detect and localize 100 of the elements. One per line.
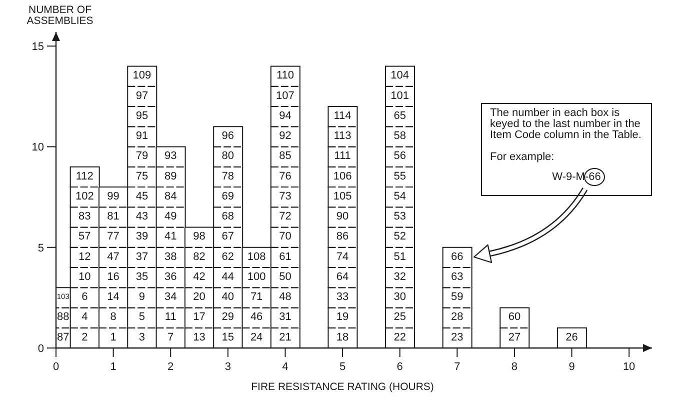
- annotation: 108: [247, 250, 266, 263]
- annotation: 83: [78, 210, 91, 223]
- annotation: 11: [164, 311, 176, 324]
- annotation: 62: [222, 250, 234, 263]
- annotation: 42: [193, 270, 206, 283]
- annotation: 100: [247, 270, 266, 283]
- x-tick-label: 3: [224, 360, 231, 373]
- annotation: 96: [222, 130, 234, 142]
- annotation: 70: [279, 230, 292, 243]
- annotation: 99: [107, 190, 120, 202]
- annotation: 50: [279, 270, 292, 283]
- annotation: 45: [136, 190, 148, 202]
- annotation: 60: [508, 311, 521, 324]
- annotation: 32: [394, 270, 406, 283]
- annotation: For example:: [490, 151, 556, 163]
- annotation: 48: [279, 291, 292, 304]
- annotation: 36: [164, 270, 177, 283]
- annotation: 111: [334, 150, 351, 162]
- annotation: 87: [57, 331, 70, 344]
- annotation: 2: [82, 331, 88, 344]
- x-tick-label: 7: [454, 360, 460, 373]
- annotation: 75: [136, 170, 148, 182]
- annotation: 77: [107, 230, 120, 243]
- annotation: 27: [508, 331, 521, 344]
- annotation: 104: [390, 70, 410, 82]
- annotation: 18: [336, 331, 349, 344]
- annotation: 23: [451, 331, 464, 344]
- annotation: W-9-M-66: [552, 171, 601, 183]
- x-tick-label: 5: [339, 360, 346, 373]
- x-axis-title: FIRE RESISTANCE RATING (HOURS): [250, 381, 435, 393]
- annotation: 97: [136, 90, 148, 102]
- annotation: 38: [164, 250, 177, 263]
- annotation: 73: [279, 190, 292, 202]
- annotation: 28: [451, 311, 464, 324]
- annotation: 39: [136, 230, 148, 243]
- annotation: 37: [136, 250, 148, 263]
- annotation: 67: [222, 230, 234, 243]
- annotation: 110: [276, 70, 294, 82]
- annotation: 84: [164, 190, 177, 202]
- annotation: 49: [164, 210, 177, 223]
- annotation: 13: [193, 331, 206, 344]
- annotation: 91: [136, 130, 148, 142]
- annotation: 30: [394, 291, 406, 304]
- annotation: 44: [222, 270, 234, 283]
- annotation: 66: [451, 250, 464, 263]
- annotation: 89: [164, 170, 177, 182]
- annotation: 41: [164, 230, 177, 243]
- annotation: 98: [193, 230, 206, 243]
- annotation: 109: [132, 70, 152, 82]
- annotation: 21: [279, 331, 292, 344]
- annotation: 64: [336, 270, 349, 283]
- annotation: 40: [222, 291, 234, 304]
- x-tick-label: 10: [622, 360, 636, 373]
- annotation: 1: [110, 331, 116, 344]
- annotation: 26: [566, 331, 578, 344]
- annotation: 94: [279, 110, 292, 122]
- annotation: 80: [222, 150, 234, 162]
- annotation: 107: [276, 90, 294, 102]
- annotation: 22: [394, 331, 406, 344]
- annotation: 57: [78, 230, 91, 243]
- annotation: 31: [279, 311, 292, 324]
- x-tick-label: 8: [511, 360, 518, 373]
- annotation: 8: [110, 311, 116, 324]
- annotation: 19: [336, 311, 349, 324]
- annotation: 54: [394, 190, 406, 202]
- annotation: 105: [333, 190, 352, 202]
- annotation: 92: [279, 130, 292, 142]
- annotation: 12: [78, 250, 91, 263]
- annotation: 86: [336, 230, 349, 243]
- annotation: 33: [336, 291, 349, 304]
- annotation: 58: [394, 130, 406, 142]
- x-tick-label: 4: [282, 360, 288, 373]
- annotation: 101: [390, 90, 410, 102]
- annotation: 65: [394, 110, 406, 122]
- x-tick-label: 9: [568, 360, 575, 373]
- annotation: 55: [394, 170, 406, 182]
- annotation: 59: [451, 291, 464, 304]
- annotation: 4: [82, 311, 88, 324]
- annotation: 5: [138, 311, 146, 324]
- annotation: 46: [250, 311, 263, 324]
- annotation: 20: [193, 291, 206, 304]
- annotation: 102: [75, 190, 94, 202]
- annotation: 6: [82, 291, 88, 304]
- annotation: 52: [394, 230, 406, 243]
- annotation: 106: [333, 170, 352, 182]
- y-tick-label: 15: [32, 40, 44, 53]
- annotation: 16: [107, 270, 120, 283]
- annotation: 95: [136, 110, 148, 122]
- annotation: 56: [394, 150, 406, 162]
- annotation: 93: [164, 150, 177, 162]
- annotation: 112: [76, 170, 94, 182]
- annotation: 71: [250, 291, 263, 304]
- annotation: 63: [451, 270, 464, 283]
- y-tick-label: 5: [38, 242, 44, 254]
- annotation: 53: [394, 210, 406, 223]
- annotation: 25: [394, 311, 406, 324]
- annotation: 10: [78, 270, 91, 283]
- y-tick-label: 10: [32, 142, 44, 154]
- annotation: 76: [279, 170, 292, 182]
- annotation: 90: [336, 210, 349, 223]
